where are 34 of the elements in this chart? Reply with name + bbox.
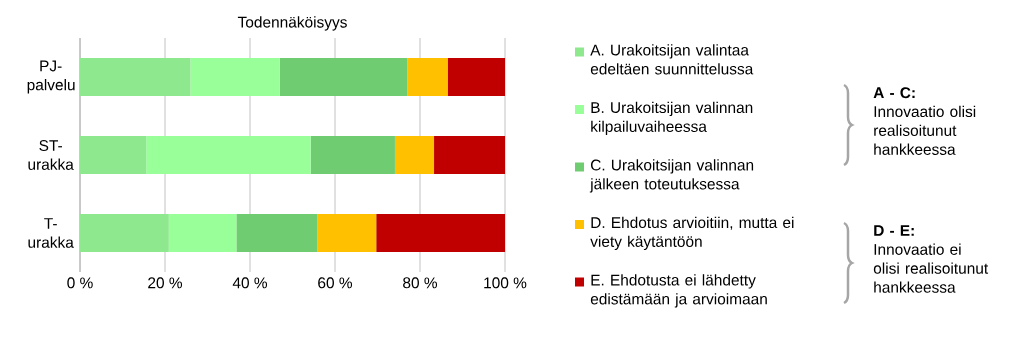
- bar: [168, 213, 237, 253]
- x-tick-label: 60 %: [318, 277, 353, 289]
- y-tick-label: ST-urakka: [28, 140, 74, 170]
- bar: [394, 135, 435, 175]
- bar: [317, 213, 377, 253]
- x-tick-label: 100 %: [484, 277, 527, 289]
- legend-label: B. Urakoitsijan valinnan kilpailuvaiheessa: [591, 101, 753, 136]
- legend-label: C. Urakoitsijan valinnan jälkeen toteutuksessa: [589, 159, 754, 193]
- legend-label: E. Ehdotusta ei lähdetty edistämään ja arvioimaan: [590, 274, 767, 308]
- bar: [80, 57, 191, 97]
- y-tick-label: T-urakka: [28, 218, 74, 248]
- x-tick-label: 40 %: [232, 277, 268, 289]
- text: Innovaatio olisi realisoitunut hankkeessa: [874, 105, 976, 155]
- x-tick-label: 0 %: [67, 277, 93, 289]
- bar: [407, 57, 448, 97]
- bar: [236, 213, 318, 253]
- bar: [80, 213, 169, 253]
- bar: [190, 57, 280, 97]
- bar: [434, 135, 506, 175]
- bar: [310, 135, 395, 175]
- legend-label: D. Ehdotus arvioitiin, mutta ei viety käytäntöön: [590, 216, 794, 251]
- y-tick-label: PJ-palvelu: [27, 60, 75, 94]
- x-tick-label: 20 %: [148, 277, 183, 289]
- chart-title: Todennäköisyys: [237, 16, 347, 31]
- text: D - E:: [874, 225, 914, 236]
- bar: [447, 57, 506, 97]
- text: A - C:: [873, 87, 915, 99]
- bar: [146, 135, 311, 175]
- text: Innovaatio ei olisi realisoitunut hankkeessa: [873, 243, 989, 293]
- bar: [80, 135, 147, 175]
- x-tick-label: 80 %: [403, 277, 438, 289]
- bar: [376, 213, 506, 253]
- legend-label: A. Urakoitsijan valintaa edeltäen suunnittelussa: [590, 44, 754, 75]
- bar: [279, 57, 408, 97]
